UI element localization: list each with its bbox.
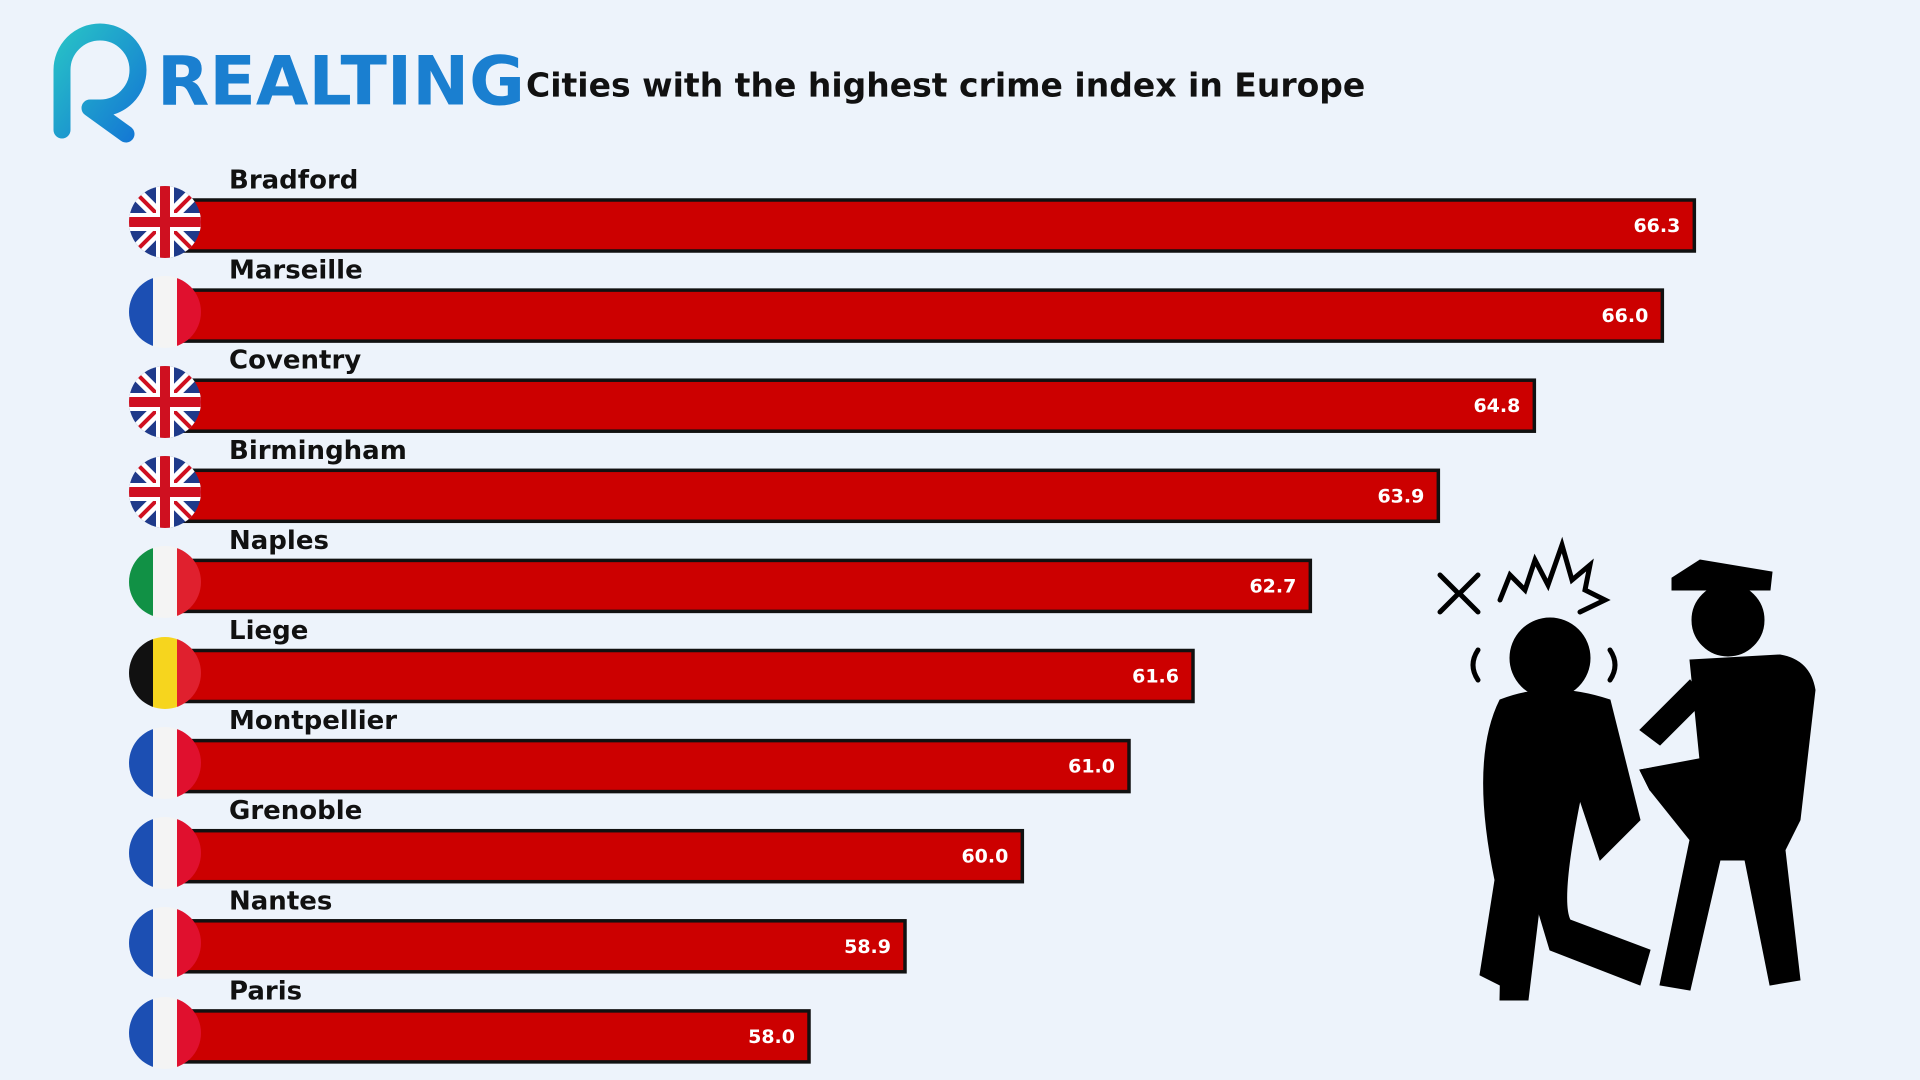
bar bbox=[167, 919, 907, 974]
value-label: 60.0 bbox=[961, 846, 1008, 868]
logo-icon bbox=[53, 23, 147, 143]
value-label: 66.0 bbox=[1601, 305, 1648, 327]
category-label: Grenoble bbox=[229, 796, 362, 826]
bars: Bradford 66.3 Marseille 66.0 Coventry 64.8 Bir… bbox=[167, 166, 1697, 1064]
flags bbox=[125, 182, 205, 1073]
value-label: 58.9 bbox=[844, 936, 891, 958]
arrest-illustration bbox=[1437, 536, 1816, 1001]
value-label: 63.9 bbox=[1377, 485, 1424, 507]
value-label: 61.6 bbox=[1132, 666, 1179, 688]
category-label: Marseille bbox=[229, 256, 363, 286]
category-label: Bradford bbox=[229, 166, 358, 196]
category-label: Nantes bbox=[229, 886, 332, 916]
bar bbox=[167, 648, 1195, 704]
value-label: 61.0 bbox=[1068, 756, 1115, 778]
value-label: 62.7 bbox=[1249, 575, 1296, 597]
category-label: Liege bbox=[229, 616, 308, 646]
brand: REALTING bbox=[157, 43, 525, 122]
bar bbox=[167, 828, 1025, 884]
value-label: 58.0 bbox=[748, 1026, 795, 1048]
bar bbox=[167, 1009, 811, 1064]
category-label: Birmingham bbox=[229, 436, 407, 466]
value-label: 66.3 bbox=[1633, 215, 1680, 237]
bar bbox=[167, 378, 1537, 433]
bar bbox=[167, 558, 1313, 614]
chart-title: Cities with the highest crime index in E… bbox=[526, 66, 1365, 105]
value-label: 64.8 bbox=[1473, 395, 1520, 417]
category-label: Montpellier bbox=[229, 706, 397, 736]
category-label: Coventry bbox=[229, 346, 361, 376]
bar bbox=[167, 198, 1697, 253]
bar bbox=[167, 468, 1441, 524]
category-label: Naples bbox=[229, 526, 329, 556]
bar bbox=[167, 288, 1665, 343]
bar bbox=[167, 738, 1131, 794]
category-label: Paris bbox=[229, 976, 302, 1006]
